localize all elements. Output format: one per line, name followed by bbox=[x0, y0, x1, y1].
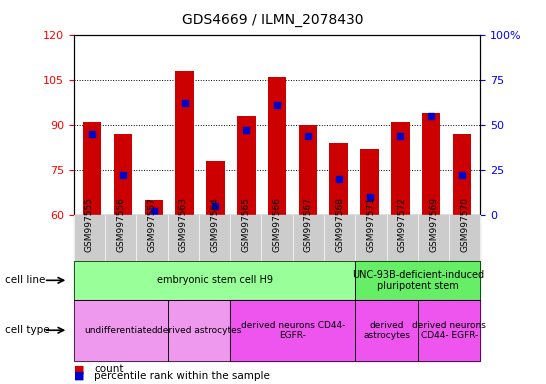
Bar bbox=[145, 200, 163, 215]
Text: GSM997556: GSM997556 bbox=[116, 197, 125, 253]
Text: cell line: cell line bbox=[5, 275, 46, 285]
Text: count: count bbox=[94, 364, 124, 374]
Text: derived neurons
CD44- EGFR-: derived neurons CD44- EGFR- bbox=[412, 321, 486, 340]
Bar bbox=[360, 149, 379, 215]
Text: UNC-93B-deficient-induced
pluripotent stem: UNC-93B-deficient-induced pluripotent st… bbox=[352, 270, 484, 291]
Text: GSM997571: GSM997571 bbox=[366, 197, 376, 253]
Bar bbox=[391, 122, 410, 215]
Text: GSM997564: GSM997564 bbox=[210, 198, 219, 253]
Bar bbox=[268, 77, 286, 215]
Text: GSM997566: GSM997566 bbox=[272, 197, 282, 253]
Text: derived astrocytes: derived astrocytes bbox=[157, 326, 241, 335]
Text: cell type: cell type bbox=[5, 325, 50, 335]
Text: GSM997570: GSM997570 bbox=[460, 197, 470, 253]
Text: GSM997563: GSM997563 bbox=[179, 197, 188, 253]
Bar bbox=[175, 71, 194, 215]
Text: GDS4669 / ILMN_2078430: GDS4669 / ILMN_2078430 bbox=[182, 13, 364, 27]
Bar bbox=[206, 161, 225, 215]
Bar bbox=[329, 143, 348, 215]
Text: GSM997557: GSM997557 bbox=[147, 197, 157, 253]
Bar bbox=[299, 125, 317, 215]
Text: GSM997569: GSM997569 bbox=[429, 197, 438, 253]
Text: ■: ■ bbox=[74, 364, 84, 374]
Bar bbox=[114, 134, 132, 215]
Text: undifferentiated: undifferentiated bbox=[84, 326, 157, 335]
Text: ■: ■ bbox=[74, 371, 84, 381]
Text: GSM997565: GSM997565 bbox=[241, 197, 250, 253]
Text: GSM997568: GSM997568 bbox=[335, 197, 344, 253]
Bar bbox=[83, 122, 102, 215]
Text: embryonic stem cell H9: embryonic stem cell H9 bbox=[157, 275, 272, 285]
Text: derived neurons CD44-
EGFR-: derived neurons CD44- EGFR- bbox=[241, 321, 345, 340]
Bar bbox=[237, 116, 256, 215]
Bar bbox=[422, 113, 441, 215]
Text: percentile rank within the sample: percentile rank within the sample bbox=[94, 371, 270, 381]
Text: derived
astrocytes: derived astrocytes bbox=[363, 321, 410, 340]
Text: GSM997567: GSM997567 bbox=[304, 197, 313, 253]
Text: GSM997572: GSM997572 bbox=[397, 198, 407, 253]
Text: GSM997555: GSM997555 bbox=[85, 197, 94, 253]
Bar bbox=[453, 134, 471, 215]
